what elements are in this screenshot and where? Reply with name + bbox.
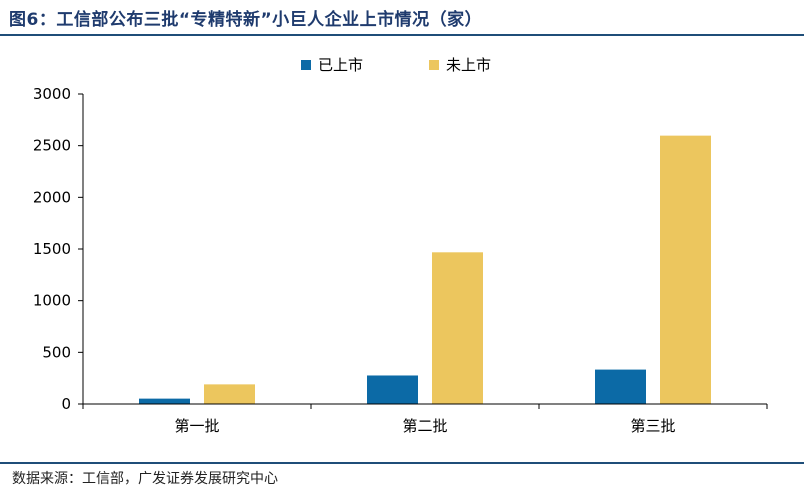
y-tick-label: 500 bbox=[42, 343, 71, 361]
figure-title: 图6：工信部公布三批“专精特新”小巨人企业上市情况（家） bbox=[9, 10, 483, 30]
x-axis: 第一批 第二批 第三批 bbox=[82, 403, 768, 435]
bar-listed bbox=[367, 375, 418, 404]
bar-unlisted bbox=[432, 252, 483, 404]
source-bar: 数据来源：工信部，广发证券发展研究中心 bbox=[0, 462, 804, 488]
legend: 已上市 未上市 bbox=[301, 56, 491, 74]
bars bbox=[139, 135, 711, 404]
x-category-label: 第二批 bbox=[402, 417, 447, 435]
bar-listed bbox=[139, 398, 190, 404]
bar-unlisted bbox=[204, 384, 255, 404]
legend-label-unlisted: 未上市 bbox=[446, 56, 491, 74]
y-tick-label: 1000 bbox=[33, 292, 71, 310]
y-tick-label: 2500 bbox=[33, 137, 71, 155]
bar-chart: 已上市 未上市 050010001500200025003000 第一批 第二批第… bbox=[33, 56, 768, 435]
source-note: 数据来源：工信部，广发证券发展研究中心 bbox=[12, 471, 278, 487]
y-tick-label: 2000 bbox=[33, 188, 71, 206]
y-axis: 0 500 1000 1500 2000 2500 3000 bbox=[33, 85, 84, 413]
y-tick-label: 0 bbox=[61, 395, 71, 413]
title-bar: 图6：工信部公布三批“专精特新”小巨人企业上市情况（家） bbox=[0, 0, 804, 36]
x-category-label: 第一批 bbox=[174, 417, 219, 435]
y-tick-label: 1500 bbox=[33, 240, 71, 258]
bar-listed bbox=[595, 369, 646, 404]
legend-swatch-unlisted bbox=[429, 60, 439, 70]
legend-swatch-listed bbox=[301, 60, 311, 70]
y-tick-label: 3000 bbox=[33, 85, 71, 103]
legend-label-listed: 已上市 bbox=[318, 56, 363, 74]
x-category-label: 第三批 bbox=[630, 417, 675, 435]
bar-unlisted bbox=[660, 135, 711, 404]
